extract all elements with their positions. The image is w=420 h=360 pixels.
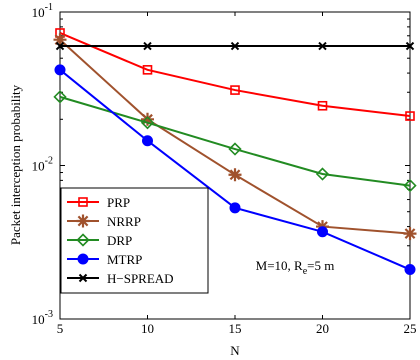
legend-label: NRRP bbox=[107, 214, 141, 229]
annotation-prefix: M=10, R bbox=[256, 258, 303, 273]
legend-marker bbox=[77, 253, 89, 265]
data-point bbox=[141, 112, 154, 126]
parameter-annotation: M=10, Re=5 m bbox=[256, 258, 335, 277]
legend-label: MTRP bbox=[107, 252, 142, 267]
y-tick-exponent: -3 bbox=[45, 309, 53, 320]
y-tick-label: 10-2 bbox=[32, 156, 53, 174]
y-tick-base: 10 bbox=[32, 5, 45, 20]
x-axis-label: N bbox=[230, 343, 240, 358]
legend-item: DRP bbox=[67, 233, 132, 248]
data-point bbox=[53, 90, 67, 104]
data-point bbox=[403, 178, 417, 193]
data-point bbox=[228, 168, 242, 182]
y-tick-base: 10 bbox=[32, 159, 45, 174]
data-point bbox=[404, 264, 416, 276]
data-point bbox=[230, 41, 240, 51]
y-tick-exponent: -2 bbox=[45, 156, 53, 167]
legend: PRP NRRP DRP MTRP H−SPREAD bbox=[60, 187, 209, 294]
legend-item: MTRP bbox=[67, 252, 142, 267]
series-2 bbox=[53, 90, 417, 193]
series-line bbox=[59, 32, 411, 118]
data-point bbox=[317, 100, 328, 111]
series-3 bbox=[54, 64, 416, 276]
data-point bbox=[140, 116, 155, 130]
annotation-suffix: =5 m bbox=[307, 258, 334, 273]
data-point bbox=[54, 64, 66, 76]
series-layer bbox=[53, 28, 417, 276]
y-tick-label: 10-1 bbox=[32, 2, 53, 20]
y-tick-label: 10-3 bbox=[32, 309, 53, 327]
y-tick-exponent: -1 bbox=[45, 2, 53, 13]
data-point bbox=[142, 135, 153, 147]
legend-item: PRP bbox=[67, 195, 130, 210]
x-tick-label: 10 bbox=[141, 321, 154, 336]
data-point bbox=[142, 65, 153, 75]
legend-label: DRP bbox=[107, 233, 132, 248]
x-tick-label: 20 bbox=[316, 321, 329, 336]
data-point bbox=[405, 111, 415, 121]
data-point bbox=[318, 41, 327, 51]
data-point bbox=[405, 41, 415, 51]
data-point bbox=[315, 167, 330, 181]
data-point bbox=[143, 41, 152, 51]
legend-marker bbox=[78, 273, 88, 283]
series-0 bbox=[55, 28, 415, 121]
annotation-subscript: e bbox=[303, 266, 308, 277]
data-point bbox=[228, 142, 242, 156]
legend-label: H−SPREAD bbox=[107, 271, 174, 286]
legend-item: H−SPREAD bbox=[67, 271, 174, 286]
x-tick-label: 15 bbox=[229, 321, 242, 336]
legend-marker bbox=[76, 233, 90, 247]
legend-label: PRP bbox=[107, 195, 130, 210]
data-point bbox=[55, 41, 65, 51]
data-point bbox=[53, 33, 67, 47]
x-tick-label: 25 bbox=[404, 321, 417, 336]
legend-marker bbox=[76, 214, 90, 228]
data-point bbox=[230, 85, 240, 95]
y-axis-label: Packet interception probability bbox=[8, 84, 23, 245]
series-4 bbox=[55, 41, 415, 51]
series-line bbox=[59, 95, 411, 187]
data-point bbox=[229, 202, 241, 214]
x-tick-label: 5 bbox=[57, 321, 64, 336]
data-point bbox=[317, 226, 328, 238]
legend-item: NRRP bbox=[67, 214, 141, 229]
y-tick-base: 10 bbox=[32, 312, 45, 327]
data-point bbox=[403, 227, 417, 241]
legend-marker bbox=[78, 197, 88, 207]
